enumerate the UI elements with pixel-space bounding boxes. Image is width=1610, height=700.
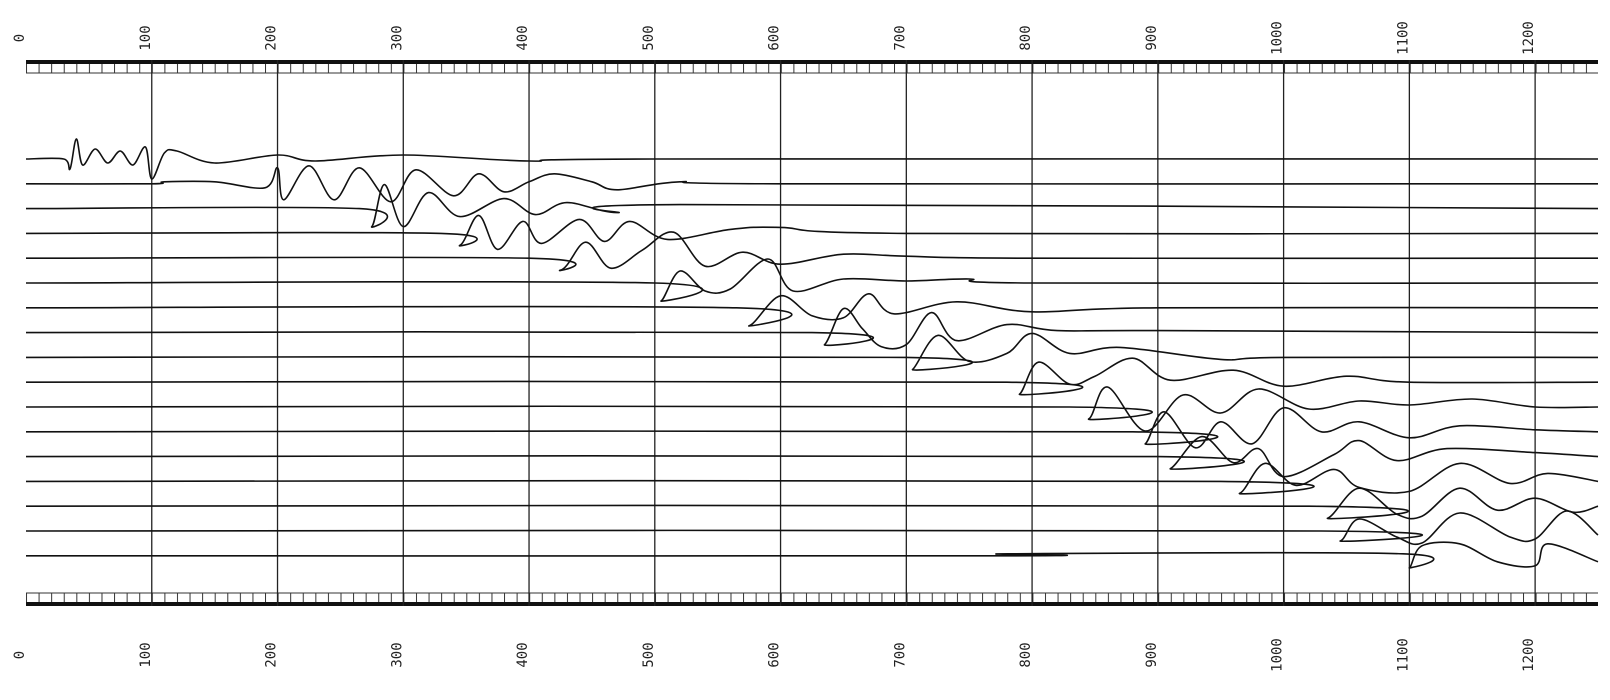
x-tick-label-bottom: 900	[1144, 642, 1160, 667]
trace	[25, 138, 1599, 180]
x-tick-label-top: 500	[641, 25, 657, 50]
trace	[25, 510, 1599, 546]
trace	[25, 435, 1599, 478]
x-tick-label-bottom: 0	[12, 651, 28, 659]
trace	[25, 357, 1599, 396]
trace	[25, 541, 1599, 569]
trace	[25, 231, 1599, 272]
bottom-ruler	[26, 593, 1598, 602]
trace	[25, 462, 1599, 495]
x-tick-label-bottom: 1200	[1521, 638, 1537, 672]
x-tick-label-top: 600	[767, 25, 783, 50]
trace	[25, 214, 1599, 251]
trace	[25, 183, 1599, 228]
x-tick-label-top: 400	[515, 25, 531, 50]
x-tick-label-top: 0	[12, 34, 28, 42]
x-tick-label-bottom: 700	[892, 642, 908, 667]
x-tick-label-bottom: 800	[1018, 642, 1034, 667]
trace	[25, 386, 1599, 432]
top-border	[26, 60, 1598, 64]
trace	[25, 487, 1599, 520]
trace	[25, 293, 1599, 327]
x-tick-label-top: 1000	[1270, 21, 1286, 55]
trace	[25, 332, 1599, 371]
x-tick-label-top: 700	[892, 25, 908, 50]
x-tick-label-top: 800	[1018, 25, 1034, 50]
x-tick-label-top: 200	[264, 25, 280, 50]
x-tick-label-bottom: 200	[264, 642, 280, 667]
x-tick-label-bottom: 400	[515, 642, 531, 667]
x-tick-label-top: 300	[389, 25, 405, 50]
top-ruler	[26, 64, 1598, 73]
trace	[25, 307, 1599, 350]
x-tick-label-top: 1100	[1395, 21, 1411, 55]
trace	[25, 406, 1599, 449]
x-tick-label-bottom: 1100	[1395, 638, 1411, 672]
x-tick-label-top: 900	[1144, 25, 1160, 50]
x-tick-label-top: 1200	[1521, 21, 1537, 55]
x-tick-label-bottom: 1000	[1270, 638, 1286, 672]
x-tick-label-bottom: 100	[138, 642, 154, 667]
bottom-border	[26, 602, 1598, 606]
trace	[25, 165, 1599, 203]
x-tick-label-top: 100	[138, 25, 154, 50]
trace	[25, 258, 1599, 302]
x-tick-label-bottom: 600	[767, 642, 783, 667]
x-tick-label-bottom: 300	[389, 642, 405, 667]
x-tick-label-bottom: 500	[641, 642, 657, 667]
